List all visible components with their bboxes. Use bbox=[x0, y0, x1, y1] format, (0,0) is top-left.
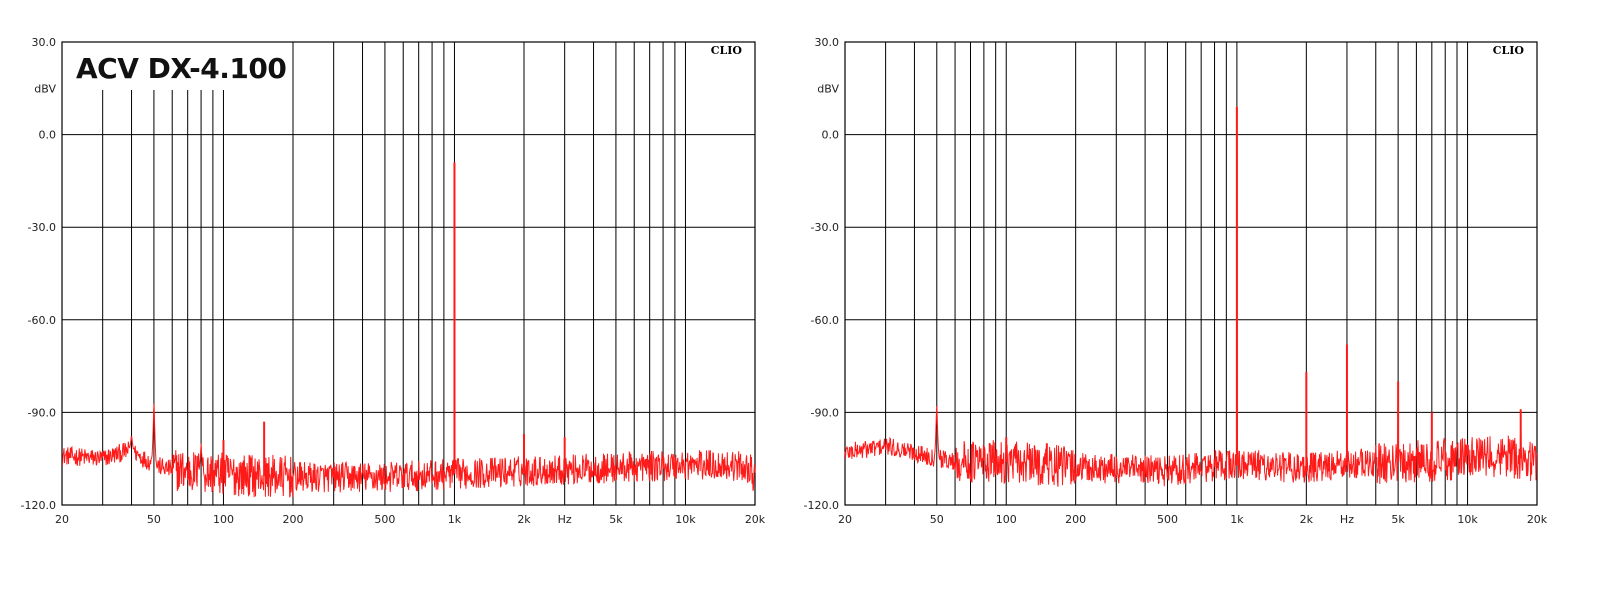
y-tick-label: -60.0 bbox=[28, 314, 56, 327]
y-tick-label: 30.0 bbox=[815, 36, 840, 49]
plot-frame bbox=[61, 41, 756, 506]
x-tick-label: 100 bbox=[996, 513, 1017, 526]
y-axis-unit-label: dBV bbox=[817, 82, 839, 95]
x-tick-label: 2k bbox=[517, 513, 531, 526]
y-tick-label: -30.0 bbox=[811, 221, 839, 234]
chart-title: ACV DX-4.100 bbox=[76, 52, 286, 85]
x-tick-label: 10k bbox=[675, 513, 696, 526]
y-tick-label: -90.0 bbox=[28, 406, 56, 419]
x-tick-label: 1k bbox=[448, 513, 462, 526]
y-axis-unit-label: dBV bbox=[34, 82, 56, 95]
x-tick-label: 10k bbox=[1457, 513, 1478, 526]
y-tick-label: 30.0 bbox=[32, 36, 57, 49]
x-tick-label: 500 bbox=[374, 513, 395, 526]
x-tick-label: 2k bbox=[1300, 513, 1314, 526]
spectrum-trace bbox=[61, 162, 756, 498]
spectrum-chart-left: ACV DX-4.100 30.0 0.0 -30.0 -60.0 -90.0 -120.… bbox=[21, 36, 766, 526]
brand-label: CLIO bbox=[711, 44, 743, 57]
x-tick-label: 20 bbox=[838, 513, 852, 526]
y-tick-label: -30.0 bbox=[28, 221, 56, 234]
x-tick-label: 1k bbox=[1230, 513, 1244, 526]
brand-label: CLIO bbox=[1493, 44, 1525, 57]
x-tick-label: 100 bbox=[213, 513, 234, 526]
x-tick-label: 5k bbox=[1391, 513, 1405, 526]
y-tick-label: -90.0 bbox=[811, 406, 839, 419]
x-tick-label: 20 bbox=[55, 513, 69, 526]
y-tick-label: 0.0 bbox=[39, 129, 57, 142]
x-tick-label: 50 bbox=[147, 513, 161, 526]
y-tick-label: -120.0 bbox=[804, 499, 839, 512]
plot-frame bbox=[844, 41, 1538, 506]
x-tick-label: 50 bbox=[930, 513, 944, 526]
x-tick-label: 200 bbox=[283, 513, 304, 526]
x-tick-label: 5k bbox=[609, 513, 623, 526]
spectrum-chart-right: 30.0 0.0 -30.0 -60.0 -90.0 -120.0 dBV 20 50 100 20… bbox=[804, 36, 1548, 526]
x-axis-unit-label: Hz bbox=[558, 513, 572, 526]
x-tick-label: 20k bbox=[1527, 513, 1548, 526]
y-tick-label: 0.0 bbox=[822, 129, 840, 142]
x-tick-label: 200 bbox=[1065, 513, 1086, 526]
x-tick-label: 500 bbox=[1157, 513, 1178, 526]
x-axis-unit-label: Hz bbox=[1340, 513, 1354, 526]
y-tick-label: -60.0 bbox=[811, 314, 839, 327]
y-tick-label: -120.0 bbox=[21, 499, 56, 512]
x-tick-label: 20k bbox=[745, 513, 766, 526]
spectrum-trace bbox=[844, 106, 1538, 487]
